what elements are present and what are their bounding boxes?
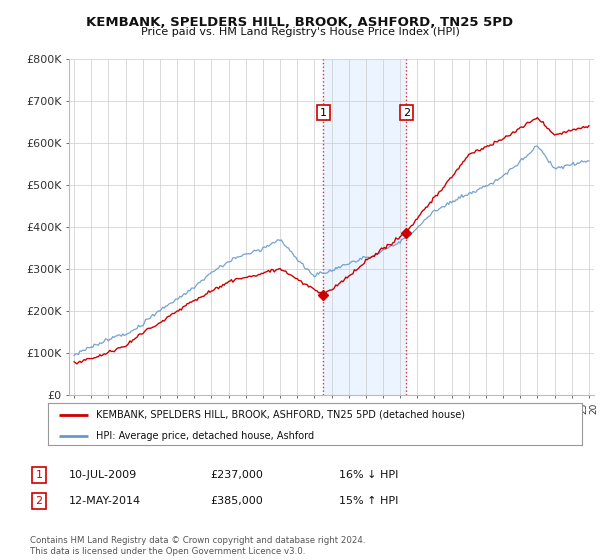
Text: 12-MAY-2014: 12-MAY-2014 bbox=[69, 496, 141, 506]
Text: KEMBANK, SPELDERS HILL, BROOK, ASHFORD, TN25 5PD: KEMBANK, SPELDERS HILL, BROOK, ASHFORD, … bbox=[86, 16, 514, 29]
Text: 16% ↓ HPI: 16% ↓ HPI bbox=[339, 470, 398, 480]
Text: 2: 2 bbox=[35, 496, 43, 506]
Text: 1: 1 bbox=[320, 108, 327, 118]
Text: Price paid vs. HM Land Registry's House Price Index (HPI): Price paid vs. HM Land Registry's House … bbox=[140, 27, 460, 37]
Text: KEMBANK, SPELDERS HILL, BROOK, ASHFORD, TN25 5PD (detached house): KEMBANK, SPELDERS HILL, BROOK, ASHFORD, … bbox=[96, 410, 465, 420]
Text: £385,000: £385,000 bbox=[210, 496, 263, 506]
Text: £237,000: £237,000 bbox=[210, 470, 263, 480]
Text: 1: 1 bbox=[35, 470, 43, 480]
Text: 10-JUL-2009: 10-JUL-2009 bbox=[69, 470, 137, 480]
Bar bbox=[323, 59, 406, 395]
Text: Contains HM Land Registry data © Crown copyright and database right 2024.
This d: Contains HM Land Registry data © Crown c… bbox=[30, 536, 365, 556]
Text: 2: 2 bbox=[403, 108, 410, 118]
Text: 15% ↑ HPI: 15% ↑ HPI bbox=[339, 496, 398, 506]
Text: HPI: Average price, detached house, Ashford: HPI: Average price, detached house, Ashf… bbox=[96, 431, 314, 441]
